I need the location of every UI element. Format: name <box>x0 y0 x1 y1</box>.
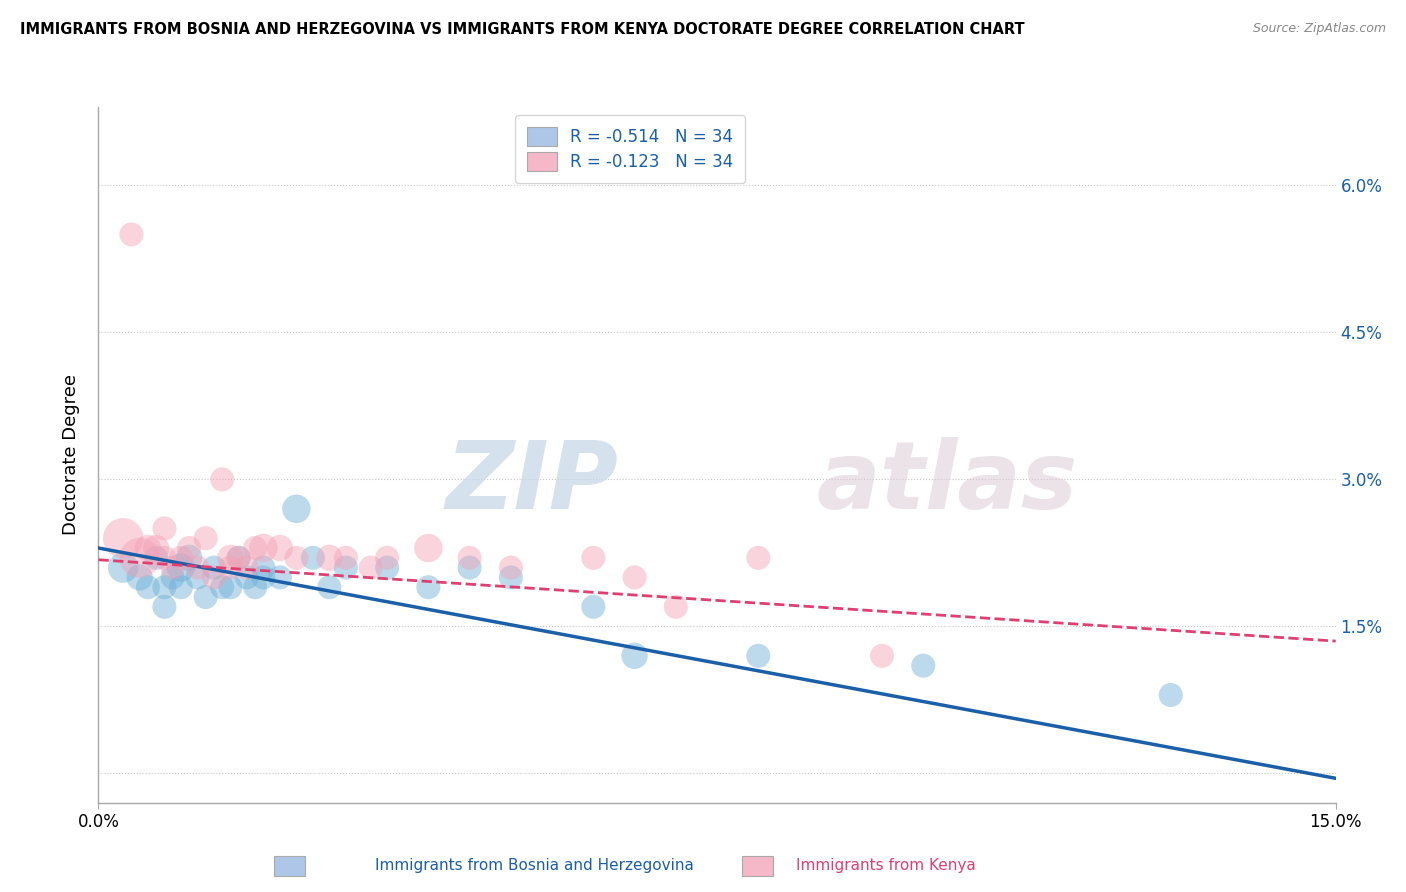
Point <box>186 570 208 584</box>
Point <box>219 550 242 565</box>
Point <box>153 580 176 594</box>
Point <box>112 531 135 545</box>
Point <box>499 570 522 584</box>
Point <box>219 560 242 574</box>
Point <box>236 560 259 574</box>
Point <box>458 560 481 574</box>
Point <box>236 570 259 584</box>
Point <box>252 570 274 584</box>
Text: IMMIGRANTS FROM BOSNIA AND HERZEGOVINA VS IMMIGRANTS FROM KENYA DOCTORATE DEGREE: IMMIGRANTS FROM BOSNIA AND HERZEGOVINA V… <box>20 22 1025 37</box>
Point <box>186 560 208 574</box>
Point <box>136 580 159 594</box>
Text: ZIP: ZIP <box>446 437 619 529</box>
Point <box>170 550 193 565</box>
Point <box>153 521 176 535</box>
Point <box>1160 688 1182 702</box>
Point <box>162 560 184 574</box>
Point <box>194 531 217 545</box>
Point <box>665 599 688 614</box>
Point <box>112 560 135 574</box>
Point <box>318 550 340 565</box>
Text: atlas: atlas <box>815 437 1077 529</box>
Point <box>252 560 274 574</box>
Point <box>458 550 481 565</box>
Point <box>153 550 176 565</box>
Point <box>375 560 398 574</box>
Point <box>375 550 398 565</box>
Point <box>418 580 440 594</box>
Text: Immigrants from Bosnia and Herzegovina: Immigrants from Bosnia and Herzegovina <box>375 858 693 872</box>
Point <box>285 501 308 516</box>
Point <box>499 560 522 574</box>
Point <box>243 541 266 555</box>
Point <box>145 550 167 565</box>
Point <box>153 599 176 614</box>
Y-axis label: Doctorate Degree: Doctorate Degree <box>62 375 80 535</box>
Point <box>128 550 150 565</box>
Point <box>623 570 645 584</box>
Text: Source: ZipAtlas.com: Source: ZipAtlas.com <box>1253 22 1386 36</box>
Point <box>219 580 242 594</box>
Text: Immigrants from Kenya: Immigrants from Kenya <box>796 858 976 872</box>
Point <box>870 648 893 663</box>
Point <box>128 570 150 584</box>
Point <box>136 541 159 555</box>
Point <box>747 648 769 663</box>
Point <box>302 550 325 565</box>
Point <box>912 658 935 673</box>
Point <box>335 550 357 565</box>
Point <box>335 560 357 574</box>
Legend: R = -0.514   N = 34, R = -0.123   N = 34: R = -0.514 N = 34, R = -0.123 N = 34 <box>516 115 745 183</box>
Point <box>162 570 184 584</box>
Point <box>623 648 645 663</box>
Point <box>179 541 201 555</box>
Point <box>243 580 266 594</box>
Point <box>120 227 142 242</box>
Point <box>179 550 201 565</box>
Point <box>202 570 225 584</box>
Point <box>418 541 440 555</box>
Point <box>582 550 605 565</box>
Point <box>318 580 340 594</box>
Point <box>228 550 250 565</box>
Point <box>269 570 291 584</box>
Point <box>170 580 193 594</box>
Point <box>285 550 308 565</box>
Point <box>202 560 225 574</box>
Point <box>211 580 233 594</box>
Point <box>252 541 274 555</box>
Point <box>194 590 217 604</box>
Point <box>582 599 605 614</box>
Point <box>145 541 167 555</box>
Point <box>170 560 193 574</box>
Point <box>747 550 769 565</box>
Point <box>228 550 250 565</box>
Point <box>360 560 382 574</box>
Point <box>269 541 291 555</box>
Point <box>211 472 233 486</box>
